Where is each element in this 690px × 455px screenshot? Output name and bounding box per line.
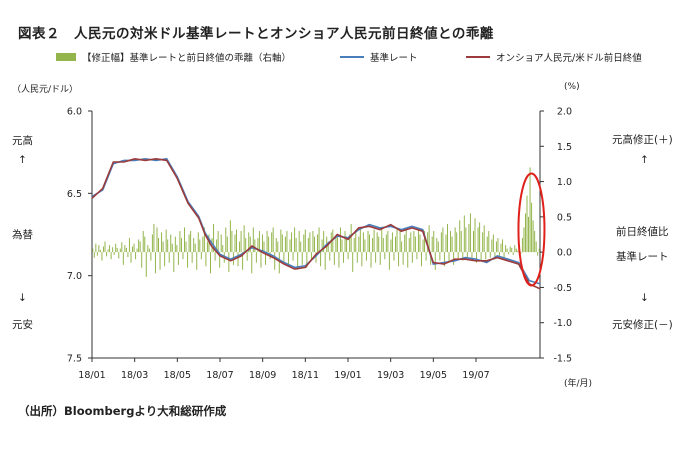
- right-tick-label: -0.5: [553, 283, 572, 294]
- right-arrow-up-icon: ↑: [640, 154, 649, 166]
- right-arrow-down-icon: ↓: [640, 292, 649, 304]
- x-tick-label: 19/03: [377, 370, 404, 381]
- right-tick-label: 1.5: [557, 142, 572, 153]
- left-tick-label: 6.0: [67, 107, 82, 118]
- legend-fix-swatch: [340, 56, 364, 58]
- left-arrow-down-icon: ↓: [18, 292, 27, 304]
- legend-close-item: オンショア人民元/米ドル前日終値: [466, 50, 642, 64]
- x-tick-label: 18/09: [249, 370, 276, 381]
- left-tick-label: 7.5: [67, 354, 82, 365]
- x-axis-unit: (年/月): [564, 379, 593, 389]
- left-arrow-up-icon: ↑: [18, 154, 27, 166]
- left-tick-label: 6.5: [67, 189, 82, 200]
- x-tick-label: 18/07: [206, 370, 233, 381]
- legend-bar-item: 【修正幅】基準レートと前日終値の乖離（右軸）: [56, 50, 291, 64]
- close-rate-line: [91, 157, 541, 290]
- source-note: （出所）Bloombergより大和総研作成: [18, 404, 227, 418]
- right-axis-unit: (%): [564, 82, 580, 92]
- page-title: 図表２ 人民元の対米ドル基準レートとオンショア人民元前日終値との乖離: [18, 26, 494, 42]
- legend-fix-item: 基準レート: [340, 50, 418, 64]
- left-label-bottom: 元安: [12, 319, 33, 331]
- x-tick-label: 19/05: [420, 370, 447, 381]
- legend-fix-label: 基準レート: [370, 53, 418, 64]
- right-label-mid2: 基準レート: [616, 251, 669, 263]
- right-tick-label: 1.0: [557, 177, 572, 188]
- fix-rate-line: [91, 157, 541, 285]
- left-tick-label: 7.0: [67, 271, 82, 282]
- right-tick-label: -1.5: [553, 354, 572, 365]
- right-tick-label: 2.0: [557, 107, 572, 118]
- right-label-bottom: 元安修正(－): [612, 319, 673, 331]
- legend-close-label: オンショア人民元/米ドル前日終値: [496, 53, 642, 64]
- x-tick-label: 19/07: [462, 370, 489, 381]
- legend-close-swatch: [466, 56, 490, 58]
- left-label-top: 元高: [12, 135, 33, 147]
- right-tick-label: 0.5: [557, 212, 572, 223]
- left-label-mid: 為替: [12, 229, 33, 241]
- right-tick-label: -1.0: [553, 318, 572, 329]
- x-tick-label: 19/01: [334, 370, 361, 381]
- highlight-ellipse: [517, 172, 546, 287]
- x-tick-label: 18/11: [292, 370, 319, 381]
- left-axis-unit: （人民元/ドル）: [12, 85, 79, 95]
- x-tick-label: 18/05: [164, 370, 191, 381]
- right-tick-label: 0.0: [557, 248, 572, 259]
- x-tick-label: 18/01: [78, 370, 105, 381]
- right-label-mid1: 前日終値比: [616, 226, 669, 238]
- legend-bar-swatch: [56, 53, 76, 61]
- right-label-top: 元高修正(＋): [612, 134, 673, 146]
- x-tick-label: 18/03: [121, 370, 148, 381]
- legend-bar-label: 【修正幅】基準レートと前日終値の乖離（右軸）: [82, 53, 292, 64]
